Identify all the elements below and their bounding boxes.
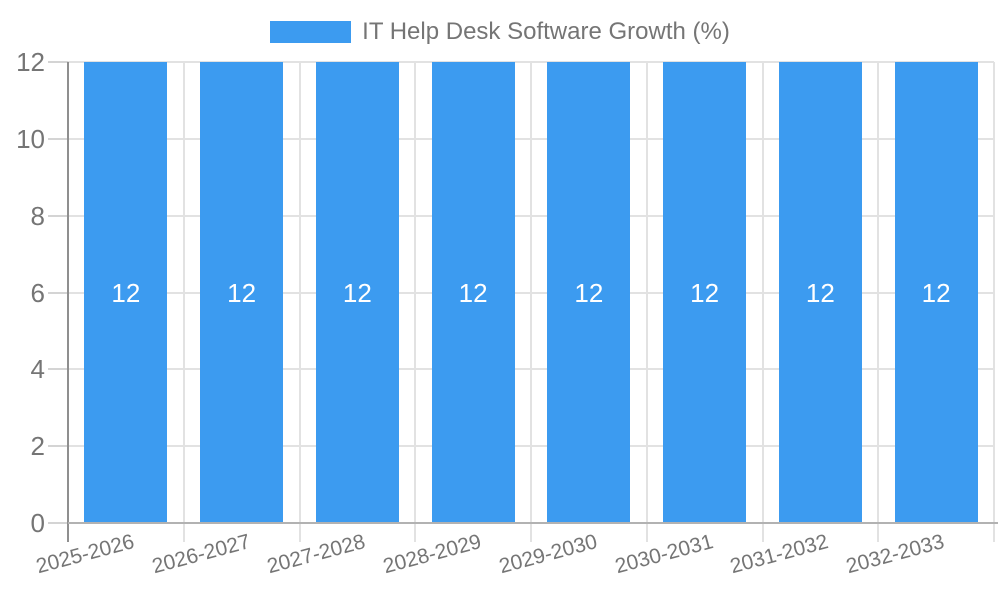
gridline-vertical xyxy=(877,62,880,542)
bar-value-label: 12 xyxy=(921,277,951,308)
bar[interactable] xyxy=(663,62,747,523)
y-axis-tick xyxy=(48,522,68,524)
bar-value-label: 12 xyxy=(690,277,720,308)
gridline-vertical xyxy=(530,62,532,542)
legend-swatch xyxy=(270,21,352,43)
y-axis-label: 2 xyxy=(30,431,45,462)
bar[interactable] xyxy=(431,62,515,523)
y-axis-tick xyxy=(48,61,68,63)
bar-value-label: 12 xyxy=(805,277,835,308)
bar-value-label: 12 xyxy=(227,277,257,308)
bar[interactable] xyxy=(84,62,168,523)
gridline-vertical xyxy=(761,62,764,542)
bar[interactable] xyxy=(315,62,399,523)
x-axis-line xyxy=(68,522,998,524)
y-axis-label: 0 xyxy=(30,508,45,538)
y-axis-label: 8 xyxy=(30,200,45,231)
bar[interactable] xyxy=(894,62,978,523)
y-axis-tick xyxy=(48,137,68,140)
gridline-vertical xyxy=(182,62,185,542)
bar-value-label: 12 xyxy=(111,277,141,308)
y-axis-tick xyxy=(48,368,68,371)
y-axis-tick xyxy=(48,214,68,217)
y-axis-label: 12 xyxy=(16,47,45,77)
legend-label: IT Help Desk Software Growth (%) xyxy=(362,18,730,45)
y-axis-tick xyxy=(48,445,68,448)
gridline-vertical xyxy=(414,62,417,542)
bar-value-label: 12 xyxy=(574,277,604,308)
y-axis-label: 6 xyxy=(30,277,45,308)
gridline-vertical xyxy=(993,62,995,542)
y-axis-tick xyxy=(48,291,68,294)
bar-value-label: 12 xyxy=(342,277,372,308)
bar[interactable] xyxy=(547,62,631,523)
gridline-vertical xyxy=(645,62,648,542)
bar-value-label: 12 xyxy=(458,277,488,308)
y-axis-label: 10 xyxy=(16,123,45,154)
gridline-vertical xyxy=(298,62,301,542)
bar[interactable] xyxy=(778,62,862,523)
y-axis-line xyxy=(67,62,69,542)
chart-legend[interactable]: IT Help Desk Software Growth (%) xyxy=(0,17,1000,47)
y-axis-label: 4 xyxy=(30,354,45,385)
bar[interactable] xyxy=(200,62,284,523)
